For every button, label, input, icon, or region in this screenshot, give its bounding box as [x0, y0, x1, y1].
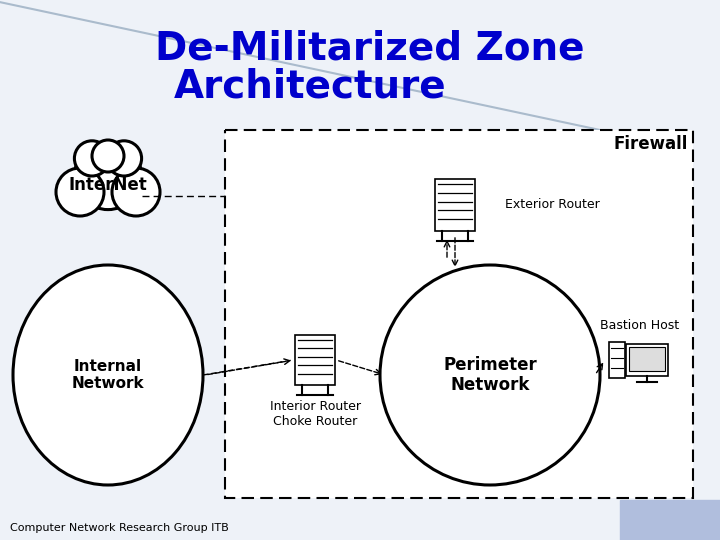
- Text: Computer Network Research Group ITB: Computer Network Research Group ITB: [10, 523, 229, 533]
- Ellipse shape: [13, 265, 203, 485]
- Text: Bastion Host: Bastion Host: [600, 319, 680, 332]
- Text: Exterior Router: Exterior Router: [505, 199, 600, 212]
- FancyBboxPatch shape: [435, 179, 475, 231]
- Circle shape: [92, 140, 124, 172]
- Text: Internal
Network: Internal Network: [72, 359, 144, 391]
- Circle shape: [112, 168, 160, 216]
- FancyBboxPatch shape: [609, 342, 625, 378]
- FancyBboxPatch shape: [626, 344, 668, 376]
- Circle shape: [380, 265, 600, 485]
- FancyBboxPatch shape: [225, 130, 693, 498]
- Circle shape: [74, 143, 142, 210]
- Text: Perimeter
Network: Perimeter Network: [443, 356, 537, 394]
- Polygon shape: [620, 500, 720, 540]
- Text: Architecture: Architecture: [174, 68, 446, 106]
- Circle shape: [56, 168, 104, 216]
- Text: InterNet: InterNet: [68, 176, 148, 194]
- Circle shape: [74, 141, 109, 176]
- FancyBboxPatch shape: [629, 347, 665, 371]
- Circle shape: [107, 141, 142, 176]
- Text: Interior Router
Choke Router: Interior Router Choke Router: [269, 400, 361, 428]
- Text: De-Militarized Zone: De-Militarized Zone: [156, 30, 585, 68]
- FancyBboxPatch shape: [295, 335, 335, 385]
- Text: Firewall: Firewall: [613, 135, 688, 153]
